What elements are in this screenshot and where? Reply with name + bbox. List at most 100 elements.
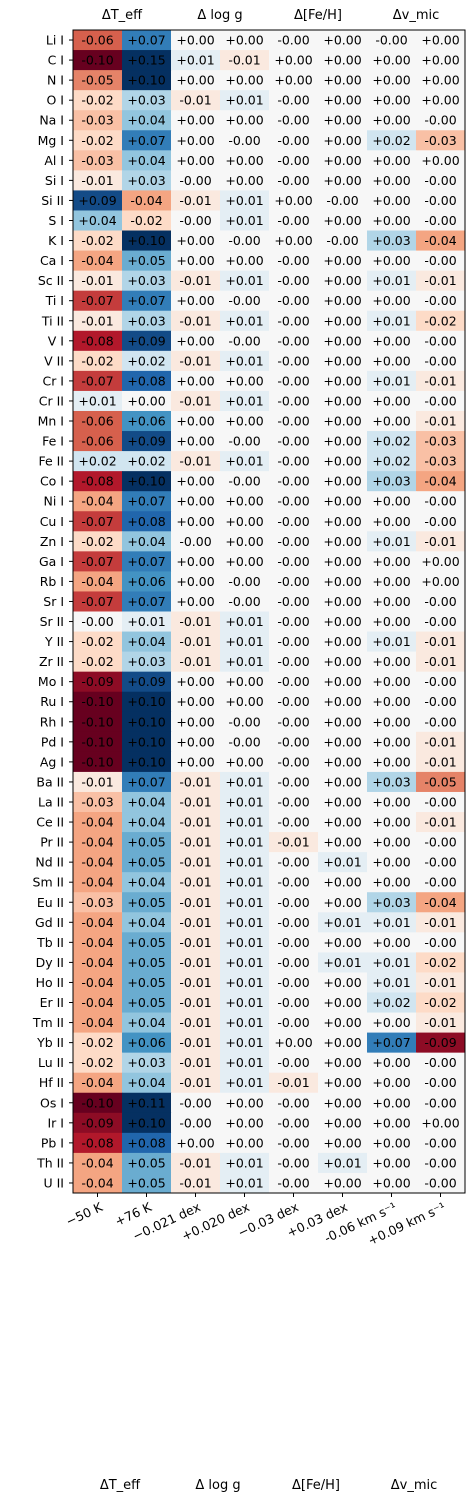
heatmap-cell: [73, 691, 123, 713]
heatmap-cell: [220, 751, 270, 773]
heatmap-cell: [416, 370, 466, 392]
heatmap-cell: [416, 751, 466, 773]
heatmap-cell: [318, 1052, 368, 1074]
heatmap-cell: [416, 992, 466, 1014]
cell-value-label: -0.02: [81, 233, 113, 248]
heatmap-cell: [269, 471, 319, 492]
cell-value-label: +0.03: [372, 474, 410, 489]
heatmap-cell: [220, 932, 270, 953]
cell-value-label: -0.00: [179, 1095, 211, 1110]
cell-value-label: +0.06: [127, 414, 165, 429]
cell-value-label: -0.05: [81, 73, 113, 88]
cell-value-label: +0.01: [372, 313, 410, 328]
cell-value-label: -0.00: [277, 554, 309, 569]
cell-value-label: -0.03: [424, 434, 456, 449]
cell-value-label: -0.00: [228, 293, 260, 308]
cell-value-label: -0.00: [424, 514, 456, 529]
cell-value-label: +0.00: [323, 1075, 361, 1090]
heatmap-cell: [367, 250, 417, 272]
cell-value-label: +0.00: [176, 554, 214, 569]
heatmap-cell: [416, 932, 466, 953]
cell-value-label: +0.00: [372, 1115, 410, 1130]
row-label: Tm II: [32, 1015, 64, 1030]
heatmap-cell: [73, 330, 123, 352]
heatmap-cell: [220, 1132, 270, 1154]
heatmap-cell: [269, 872, 319, 893]
heatmap-cell: [122, 952, 172, 973]
cell-value-label: -0.01: [179, 1175, 211, 1190]
cell-value-label: -0.00: [277, 674, 309, 689]
cell-value-label: +0.01: [225, 1015, 263, 1030]
heatmap-cell: [269, 230, 319, 252]
row-label: Ga I: [39, 554, 64, 569]
cell-value-label: -0.00: [277, 514, 309, 529]
cell-value-label: +0.00: [176, 73, 214, 88]
cell-value-label: +0.01: [372, 273, 410, 288]
heatmap-cell: [73, 90, 123, 111]
cell-value-label: -0.00: [277, 1095, 309, 1110]
row-label: Nd II: [35, 855, 64, 870]
heatmap-cell: [73, 390, 123, 412]
heatmap-cell: [73, 892, 123, 913]
heatmap-cell: [367, 210, 417, 232]
heatmap-cell: [220, 1152, 270, 1174]
heatmap-cell: [73, 671, 123, 693]
heatmap-cell: [318, 511, 368, 532]
heatmap-cell: [171, 1032, 221, 1054]
row-label: Eu II: [37, 895, 64, 910]
cell-value-label: +0.00: [372, 213, 410, 228]
cell-value-label: +0.00: [372, 674, 410, 689]
cell-value-label: -0.02: [81, 1035, 113, 1050]
cell-value-label: -0.01: [179, 454, 211, 469]
heatmap-cell: [171, 150, 221, 171]
cell-value-label: +0.10: [127, 233, 165, 248]
heatmap-cell: [122, 1152, 172, 1174]
heatmap-cell: [220, 210, 270, 232]
heatmap-cell: [220, 731, 270, 753]
heatmap-cell: [416, 471, 466, 492]
cell-value-label: +0.00: [323, 293, 361, 308]
heatmap-cell: [269, 711, 319, 733]
cell-value-label: +0.02: [372, 434, 410, 449]
cell-value-label: -0.10: [81, 754, 113, 769]
cell-value-label: -0.00: [424, 1155, 456, 1170]
heatmap-cell: [73, 972, 123, 993]
heatmap-cell: [269, 691, 319, 713]
heatmap-cell: [416, 631, 466, 653]
heatmap-cell: [318, 791, 368, 813]
cell-value-label: -0.00: [81, 614, 113, 629]
cell-value-label: +0.00: [372, 1095, 410, 1110]
cell-value-label: +0.00: [323, 554, 361, 569]
heatmap-cell: [220, 190, 270, 211]
cell-value-label: +0.00: [372, 554, 410, 569]
heatmap-cell: [318, 370, 368, 392]
bottom-group-label: Δ log g: [195, 1478, 240, 1493]
heatmap-cell: [318, 110, 368, 131]
cell-value-label: -0.00: [277, 1135, 309, 1150]
heatmap-cell: [73, 350, 123, 372]
heatmap-cell: [122, 170, 172, 191]
cell-value-label: +0.00: [372, 654, 410, 669]
cell-value-label: +0.00: [323, 1035, 361, 1050]
row-label: Mo I: [38, 674, 64, 689]
cell-value-label: +0.06: [127, 574, 165, 589]
heatmap-cell: [269, 90, 319, 111]
heatmap-cell: [269, 1112, 319, 1134]
cell-value-label: -0.00: [277, 213, 309, 228]
row-label: Li I: [46, 33, 64, 48]
heatmap-cell: [171, 852, 221, 873]
heatmap-cell: [171, 771, 221, 793]
heatmap-cell: [220, 872, 270, 893]
heatmap-cell: [269, 250, 319, 272]
heatmap-cell: [122, 531, 172, 552]
cell-value-label: +0.00: [323, 333, 361, 348]
cell-value-label: -0.01: [179, 774, 211, 789]
cell-value-label: -0.01: [179, 634, 211, 649]
cell-value-label: -0.04: [81, 975, 113, 990]
heatmap-cell: [73, 771, 123, 793]
cell-value-label: +0.00: [323, 1115, 361, 1130]
heatmap-cell: [220, 290, 270, 312]
cell-value-label: +0.02: [372, 454, 410, 469]
cell-value-label: +0.00: [323, 895, 361, 910]
cell-value-label: -0.00: [277, 754, 309, 769]
